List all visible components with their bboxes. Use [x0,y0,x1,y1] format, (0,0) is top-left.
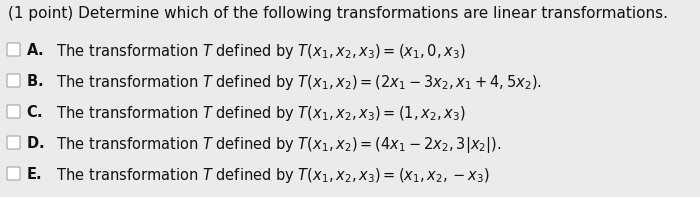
FancyBboxPatch shape [7,167,20,180]
FancyBboxPatch shape [7,105,20,118]
Text: The transformation $T$ defined by $T(x_1, x_2) = (4x_1 - 2x_2, 3|x_2|)$.: The transformation $T$ defined by $T(x_1… [52,135,502,155]
Text: (1 point) Determine which of the following transformations are linear transforma: (1 point) Determine which of the followi… [8,6,668,21]
Text: $\bf{D.}$: $\bf{D.}$ [26,135,44,151]
FancyBboxPatch shape [7,74,20,87]
FancyBboxPatch shape [7,136,20,149]
Text: $\bf{B.}$: $\bf{B.}$ [26,73,43,89]
Text: The transformation $T$ defined by $T(x_1, x_2, x_3) = (x_1, x_2, -x_3)$: The transformation $T$ defined by $T(x_1… [52,166,490,185]
FancyBboxPatch shape [7,43,20,56]
Text: The transformation $T$ defined by $T(x_1, x_2, x_3) = (1, x_2, x_3)$: The transformation $T$ defined by $T(x_1… [52,104,466,123]
Text: $\bf{A.}$: $\bf{A.}$ [26,42,43,58]
Text: $\bf{E.}$: $\bf{E.}$ [26,166,42,182]
Text: $\bf{C.}$: $\bf{C.}$ [26,104,43,120]
Text: The transformation $T$ defined by $T(x_1, x_2, x_3) = (x_1, 0, x_3)$: The transformation $T$ defined by $T(x_1… [52,42,466,61]
Text: The transformation $T$ defined by $T(x_1, x_2) = (2x_1 - 3x_2, x_1 + 4, 5x_2)$.: The transformation $T$ defined by $T(x_1… [52,73,542,92]
